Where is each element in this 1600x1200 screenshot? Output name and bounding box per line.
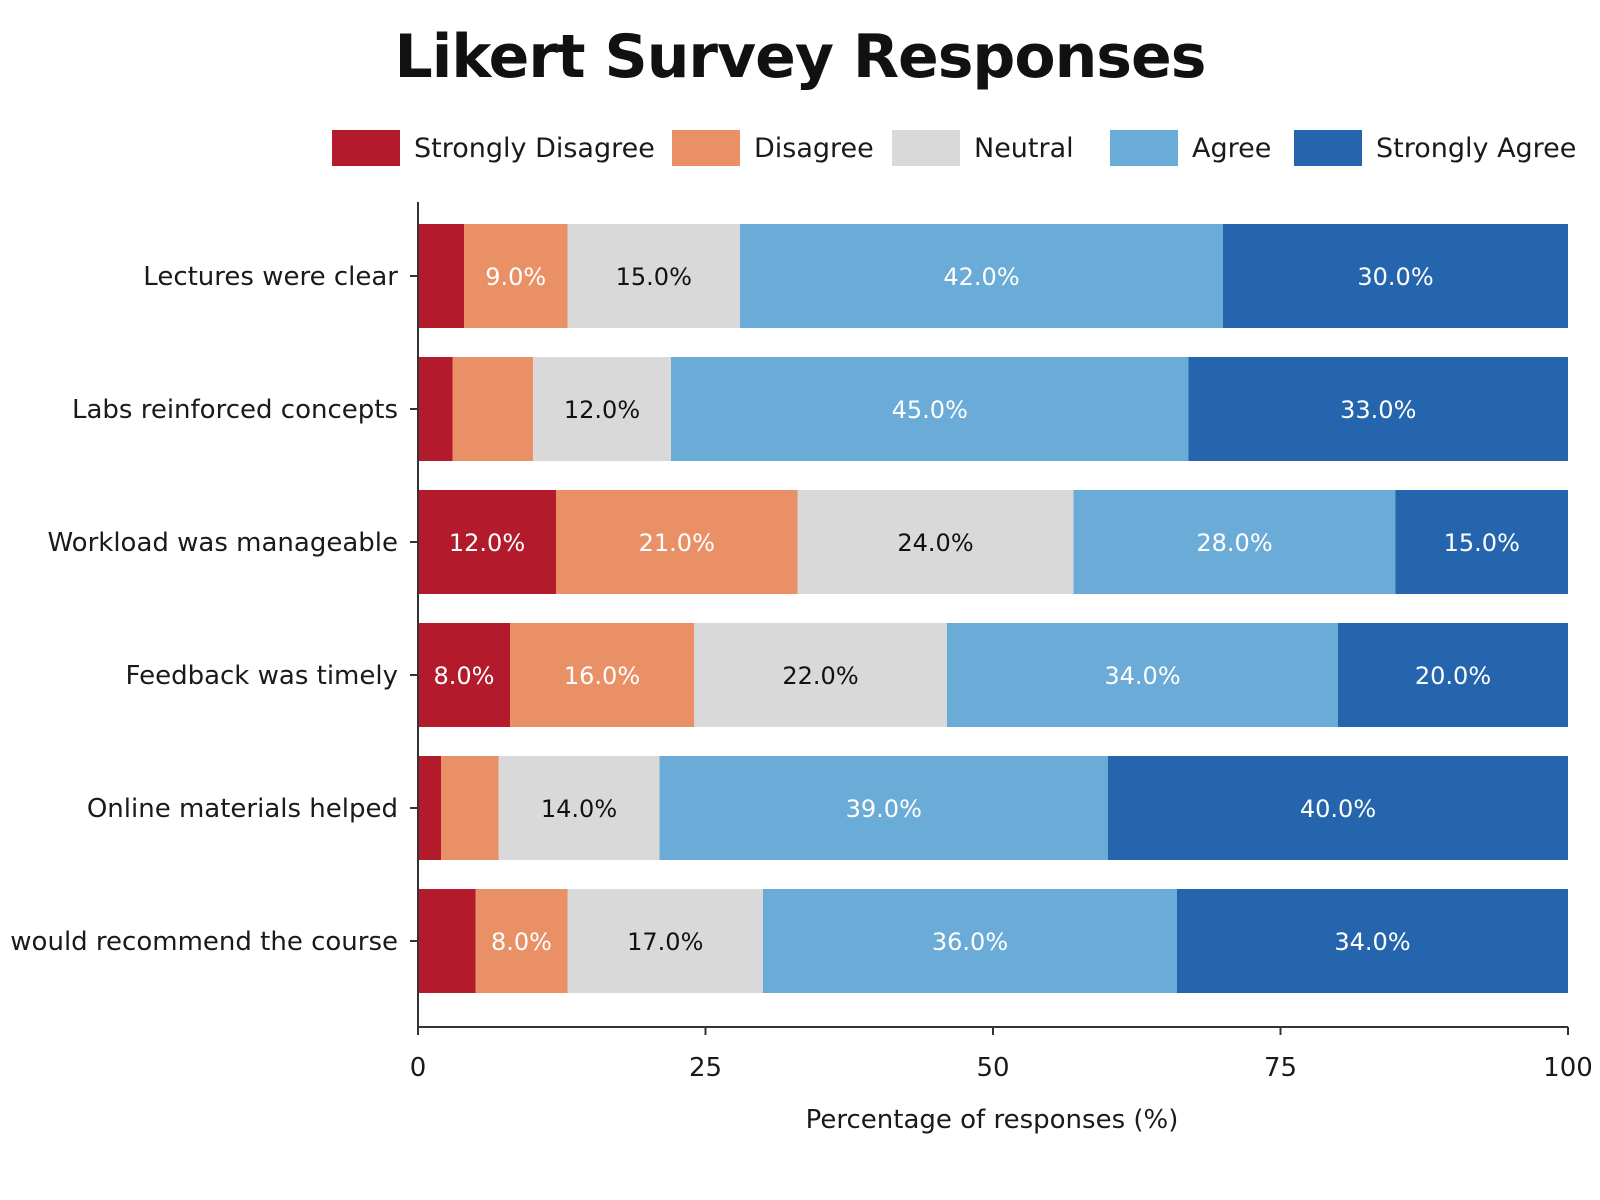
legend-label: Strongly Agree (1376, 132, 1577, 164)
category-label: I would recommend the course (0, 927, 398, 957)
data-label: 9.0% (485, 263, 546, 291)
bar-segment (441, 756, 499, 860)
bar-segment (418, 756, 441, 860)
legend-label: Agree (1192, 132, 1272, 164)
bar-segment (418, 224, 464, 328)
bar-segment (510, 623, 694, 727)
x-tick-label: 25 (689, 1053, 722, 1083)
bar-segment (659, 756, 1108, 860)
axes: Lectures were clear Labs reinforced conce… (0, 202, 1593, 1083)
legend-swatch (1294, 130, 1362, 166)
bar-segment (763, 889, 1177, 993)
bar-segment (498, 756, 660, 860)
data-label: 15.0% (1444, 529, 1520, 557)
data-label: 34.0% (1104, 662, 1180, 690)
data-label: 8.0% (434, 662, 495, 690)
legend-swatch (1110, 130, 1178, 166)
bar-segment (452, 357, 533, 461)
data-label: 36.0% (932, 928, 1008, 956)
legend-label: Disagree (754, 132, 874, 164)
legend-item: Disagree (672, 128, 874, 168)
legend: Strongly Disagree Disagree Neutral Agree Str… (332, 128, 1592, 168)
bar-segment (1188, 357, 1568, 461)
bar-segment (567, 224, 740, 328)
data-label: 39.0% (846, 795, 922, 823)
bar-segment (947, 623, 1338, 727)
data-label: 30.0% (1357, 263, 1433, 291)
bar-segment (671, 357, 1189, 461)
bar-segment (418, 490, 556, 594)
bar-segment (475, 889, 568, 993)
legend-label: Strongly Disagree (414, 132, 655, 164)
data-label: 17.0% (627, 928, 703, 956)
data-label: 12.0% (449, 529, 525, 557)
legend-item: Strongly Agree (1294, 128, 1576, 168)
bar-segment (1108, 756, 1568, 860)
bar-segment (464, 224, 568, 328)
data-label: 12.0% (564, 396, 640, 424)
bar-group: 9.0% 15.0% 42.0% 30.0% 12.0% 45.0% 33.0% 12.0% 2… (418, 224, 1568, 993)
data-label: 16.0% (564, 662, 640, 690)
legend-item: Neutral (892, 128, 1074, 168)
data-label: 15.0% (616, 263, 692, 291)
data-label: 22.0% (782, 662, 858, 690)
legend-swatch (892, 130, 960, 166)
bar-segment (1338, 623, 1568, 727)
bar-segment (694, 623, 947, 727)
bar-segment (1177, 889, 1568, 993)
x-tick-label: 0 (410, 1053, 427, 1083)
category-label: Online materials helped (87, 794, 398, 824)
category-label: Feedback was timely (126, 661, 398, 691)
bar-segment (740, 224, 1223, 328)
bar-segment (797, 490, 1074, 594)
data-label: 8.0% (491, 928, 552, 956)
data-label: 42.0% (943, 263, 1019, 291)
bar-segment (418, 357, 453, 461)
category-label: Labs reinforced concepts (72, 395, 398, 425)
bar-segment (418, 889, 476, 993)
data-label: 34.0% (1334, 928, 1410, 956)
x-tick-label: 50 (976, 1053, 1009, 1083)
data-label: 40.0% (1300, 795, 1376, 823)
chart-title: Likert Survey Responses (394, 22, 1207, 92)
bar-segment (533, 357, 671, 461)
data-label: 20.0% (1415, 662, 1491, 690)
legend-label: Neutral (974, 132, 1074, 164)
bar-segment (567, 889, 763, 993)
category-label: Workload was manageable (47, 528, 398, 558)
legend-item: Agree (1110, 128, 1271, 168)
legend-swatch (672, 130, 740, 166)
x-tick-label: 75 (1264, 1053, 1297, 1083)
legend-swatch (332, 130, 400, 166)
x-axis-label: Percentage of responses (%) (806, 1105, 1179, 1135)
bar-segment (1395, 490, 1568, 594)
bar-segment (418, 623, 510, 727)
data-label: 45.0% (892, 396, 968, 424)
bar-segment (556, 490, 798, 594)
data-label: 33.0% (1340, 396, 1416, 424)
legend-item: Strongly Disagree (332, 128, 655, 168)
bar-segment (1073, 490, 1396, 594)
data-label: 21.0% (639, 529, 715, 557)
data-label: 28.0% (1196, 529, 1272, 557)
data-label: 24.0% (897, 529, 973, 557)
category-label: Lectures were clear (143, 262, 398, 292)
x-tick-label: 100 (1543, 1053, 1593, 1083)
bar-segment (1223, 224, 1568, 328)
data-label: 14.0% (541, 795, 617, 823)
